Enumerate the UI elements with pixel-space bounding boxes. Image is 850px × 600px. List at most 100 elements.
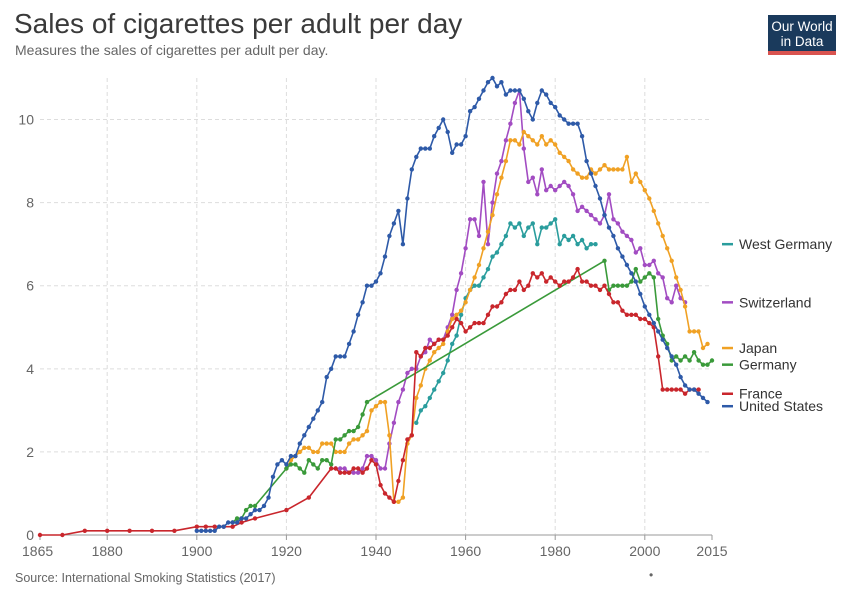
data-point	[579, 175, 585, 180]
data-point	[436, 125, 441, 131]
legend-item-west-germany[interactable]: West Germany	[722, 236, 832, 252]
data-point	[441, 117, 446, 122]
data-point	[669, 354, 674, 359]
data-point	[405, 370, 410, 376]
data-point	[400, 387, 406, 392]
data-point	[373, 279, 379, 284]
data-point	[629, 271, 634, 276]
data-point	[526, 225, 531, 230]
series-line	[415, 218, 596, 424]
data-point	[606, 192, 612, 197]
data-point	[342, 466, 347, 471]
data-point	[566, 158, 571, 164]
data-point	[593, 283, 598, 288]
data-point	[427, 146, 432, 151]
data-point	[700, 362, 706, 367]
data-point	[275, 462, 280, 467]
data-point	[346, 470, 352, 475]
data-point	[597, 287, 603, 293]
data-point	[548, 183, 553, 189]
data-point	[364, 453, 370, 459]
source-note[interactable]: Source: International Smoking Statistics…	[15, 571, 276, 585]
data-point	[297, 449, 302, 455]
owid-logo[interactable]: Our World in Data	[768, 15, 836, 55]
data-point	[445, 358, 450, 363]
data-point	[588, 212, 594, 218]
data-point	[450, 341, 455, 347]
legend-item-switzerland[interactable]: Switzerland	[722, 294, 811, 310]
data-point	[682, 383, 688, 388]
data-point	[194, 528, 199, 533]
data-point	[544, 92, 549, 97]
data-point	[315, 408, 320, 413]
data-point	[647, 271, 652, 276]
data-point	[432, 350, 437, 355]
data-point	[105, 528, 110, 533]
series-united-states[interactable]	[194, 75, 710, 533]
data-point	[512, 225, 518, 230]
data-point	[414, 420, 419, 425]
data-point	[611, 233, 616, 239]
data-point	[306, 495, 311, 500]
data-point	[570, 233, 576, 239]
data-point	[436, 345, 441, 351]
data-point	[485, 312, 491, 317]
data-point	[512, 100, 518, 106]
series-japan[interactable]	[284, 129, 710, 504]
data-point	[329, 366, 334, 371]
data-point	[329, 441, 334, 446]
legend-item-france[interactable]: France	[722, 386, 783, 402]
data-point	[333, 466, 338, 471]
series-line	[40, 268, 699, 536]
legend-item-japan[interactable]: Japan	[722, 340, 777, 356]
data-point	[458, 308, 464, 313]
data-point	[499, 158, 504, 164]
data-point	[678, 296, 683, 301]
data-point	[418, 383, 423, 388]
data-point	[458, 320, 464, 326]
data-point	[252, 503, 258, 509]
data-point	[566, 279, 571, 284]
data-point	[526, 283, 531, 288]
data-point	[597, 167, 603, 172]
legend-item-united-states[interactable]: United States	[722, 398, 823, 414]
series-france[interactable]	[37, 266, 701, 538]
data-point	[503, 158, 509, 164]
data-point	[629, 312, 634, 317]
data-point	[261, 503, 267, 509]
data-point	[360, 433, 365, 438]
data-point	[620, 229, 625, 234]
legend-item-germany[interactable]: Germany	[722, 357, 797, 373]
legend-label: France	[739, 386, 783, 402]
data-point	[382, 466, 388, 471]
data-point	[467, 325, 473, 330]
data-point	[333, 437, 338, 442]
data-point	[665, 387, 670, 392]
data-point	[566, 183, 571, 189]
series-germany[interactable]	[230, 258, 715, 525]
data-point	[432, 341, 437, 347]
data-point	[467, 287, 473, 293]
data-point	[575, 171, 580, 176]
data-point	[360, 412, 365, 417]
data-point	[665, 296, 670, 301]
data-point	[575, 266, 580, 272]
data-point	[400, 458, 406, 463]
x-tick-label: 1980	[540, 543, 571, 559]
data-point	[656, 221, 661, 226]
data-point	[512, 138, 518, 143]
data-point	[257, 507, 262, 513]
data-point	[553, 188, 558, 193]
data-point	[674, 283, 679, 288]
data-point	[606, 225, 612, 230]
series-west-germany[interactable]	[414, 217, 598, 425]
data-point	[467, 109, 473, 114]
footer-dot: •	[649, 568, 654, 582]
data-point	[481, 88, 486, 93]
data-point	[548, 138, 553, 143]
data-point	[481, 179, 486, 185]
data-point	[530, 221, 535, 226]
data-point	[476, 233, 482, 239]
data-point	[674, 362, 679, 367]
data-point	[472, 104, 477, 110]
